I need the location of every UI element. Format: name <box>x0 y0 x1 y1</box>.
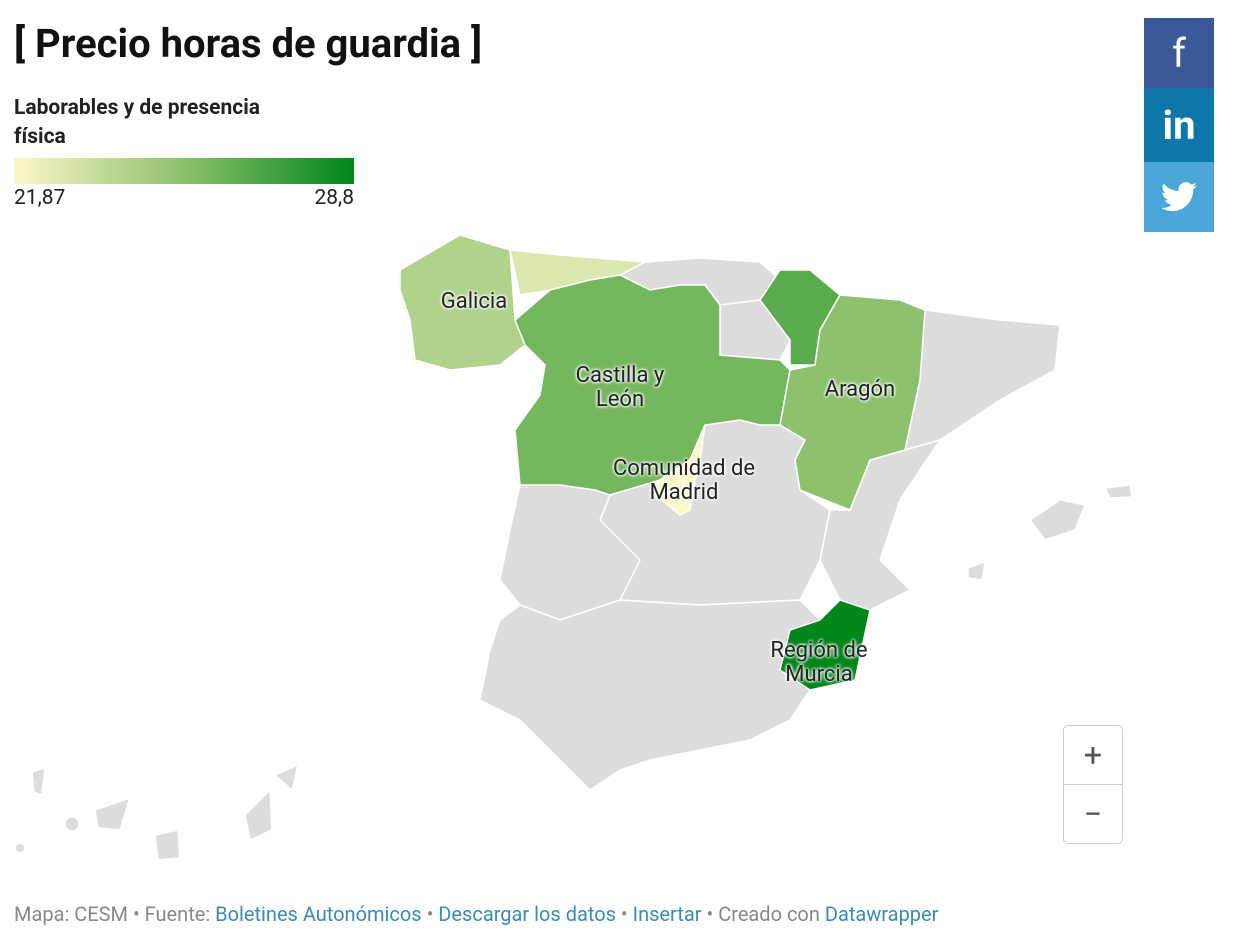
region-label: Galicia <box>440 289 508 314</box>
island <box>244 788 273 842</box>
legend-title: Laborables y de presencia física <box>14 96 261 149</box>
footer-text: Mapa: CESM <box>14 902 128 926</box>
island <box>154 829 181 861</box>
source-link[interactable]: Boletines Autonómicos <box>215 902 422 926</box>
title: [ Precio horas de guardia ] <box>14 20 483 67</box>
island <box>1028 499 1087 541</box>
footer-text: Creado con <box>718 902 820 926</box>
zoom-out[interactable]: − <box>1063 784 1123 844</box>
tool-link[interactable]: Datawrapper <box>824 902 939 926</box>
region <box>514 274 791 496</box>
region <box>779 599 871 691</box>
download-link[interactable]: Descargar los datos <box>438 902 616 926</box>
island <box>14 842 26 854</box>
separator: • <box>132 902 140 926</box>
region-label: Aragón <box>824 377 896 402</box>
island <box>967 560 986 581</box>
zoom-in[interactable]: + <box>1063 725 1123 785</box>
facebook-button[interactable]: f <box>1144 18 1214 88</box>
region-label: Comunidad de Madrid <box>612 456 756 505</box>
region-label: Castilla y León <box>575 363 665 412</box>
separator: • <box>620 902 628 926</box>
island <box>31 766 46 797</box>
legend-max: 28,8 <box>314 186 354 210</box>
embed-link[interactable]: Insertar <box>632 902 702 926</box>
separator: • <box>706 902 714 926</box>
island <box>1103 484 1133 499</box>
twitter-button[interactable] <box>1144 162 1214 232</box>
footer: Mapa: CESM • Fuente: Boletines Autonómic… <box>14 902 938 926</box>
region <box>648 424 706 516</box>
region <box>479 599 822 791</box>
separator: • <box>426 902 434 926</box>
legend-gradient <box>14 158 354 184</box>
region-label: Región de Murcia <box>770 638 868 687</box>
region <box>779 294 926 511</box>
twitter-icon <box>1161 182 1197 212</box>
island <box>94 796 132 831</box>
island <box>64 816 80 832</box>
region <box>904 309 1061 452</box>
footer-text: Fuente: <box>144 902 211 926</box>
island <box>273 763 300 792</box>
legend-min: 21,87 <box>14 186 66 210</box>
linkedin-button[interactable]: in <box>1144 88 1214 162</box>
region <box>399 234 526 371</box>
